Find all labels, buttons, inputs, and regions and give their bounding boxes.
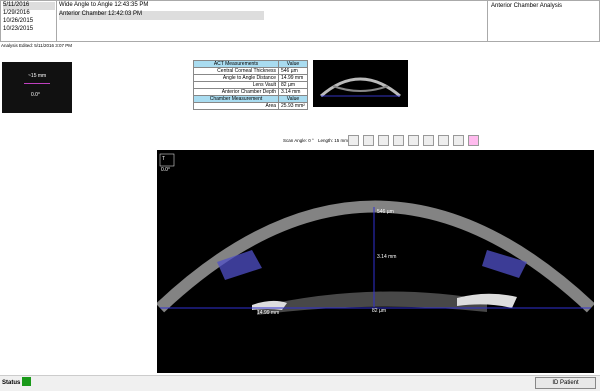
cell: Lens Vault [193,81,279,89]
cell: Central Corneal Thickness [193,67,279,75]
analysis-edited: Analysis Edited: 5/11/2016 3:07 PM [1,43,72,48]
tool-icon[interactable] [378,135,389,146]
divider [487,0,488,42]
analysis-title: Anterior Chamber Analysis [491,3,563,9]
cell: 14.99 mm [278,74,308,82]
id-patient-button[interactable]: ID Patient [535,377,596,389]
date-item[interactable]: 10/26/2015 [3,18,34,24]
tool-icon[interactable] [348,135,359,146]
cell: Angle to Angle Distance [193,74,279,82]
tool-icon[interactable] [393,135,404,146]
measurement-table: ACT Measurements Value Central Corneal Thi… [193,60,308,110]
scan-item[interactable]: Anterior Chamber 12:42:03 PM [59,11,264,20]
date-item[interactable]: 5/11/2016 [3,2,55,10]
close-icon[interactable] [468,135,479,146]
tool-icon[interactable] [408,135,419,146]
image-angle: 0.0° [161,167,170,173]
ata-label: 14.99 mm [257,310,279,316]
cell: Value [278,60,308,68]
status-indicator [22,377,31,386]
orientation: T [162,156,165,162]
table: ACT Measurements Value Central Corneal Thi… [193,60,308,110]
preview-image [313,60,408,107]
top-panel [0,0,600,42]
cell: 25.93 mm² [278,102,308,110]
cell: 3.14 mm [278,88,308,96]
tool-icon[interactable] [453,135,464,146]
cell: 546 µm [278,67,308,75]
data-row: Anterior Chamber Depth 3.14 mm [193,88,308,96]
date-item[interactable]: 1/29/2016 [3,10,30,16]
data-row: Angle to Angle Distance 14.99 mm [193,74,308,82]
thumbnail: ~15 mm 0.0° [2,62,72,113]
cell: Anterior Chamber Depth [193,88,279,96]
cell: 82 µm [278,81,308,89]
tool-icon[interactable] [363,135,374,146]
cell: Value [278,95,308,103]
date-list: 5/11/2016 1/29/2016 10/26/2015 10/23/2015 [3,2,55,34]
acd-label: 3.14 mm [377,254,396,260]
header-row: Chamber Measurement Value [193,95,308,103]
status-bar [0,375,600,391]
thumb-length: ~15 mm [28,73,47,79]
status-label: Status [2,380,21,386]
thumb-angle: 0.0° [31,92,40,98]
scan-list: Wide Angle to Angle 12:43:35 PM Anterior … [59,2,264,20]
cell: Area [193,102,279,110]
scan-angle: Scan Angle: 0 ° [283,138,314,143]
thumb-line [24,83,50,84]
lv-label: 82 µm [372,308,386,314]
header-row: ACT Measurements Value [193,60,308,68]
cell: ACT Measurements [193,60,279,68]
oct-image: T 0.0° 546 µm 3.14 mm 14.99 mm 82 µm [157,150,594,373]
tool-icon[interactable] [438,135,449,146]
scan-item[interactable]: Wide Angle to Angle 12:43:35 PM [59,2,149,8]
tool-icon[interactable] [423,135,434,146]
divider [56,0,57,42]
date-item[interactable]: 10/23/2015 [3,26,34,32]
scan-length: Length: 15 mm [318,138,349,143]
cct-label: 546 µm [377,209,394,215]
data-row: Central Corneal Thickness 546 µm [193,67,308,75]
data-row: Lens Vault 82 µm [193,81,308,89]
cell: Chamber Measurement [193,95,279,103]
data-row: Area 25.93 mm² [193,102,308,110]
